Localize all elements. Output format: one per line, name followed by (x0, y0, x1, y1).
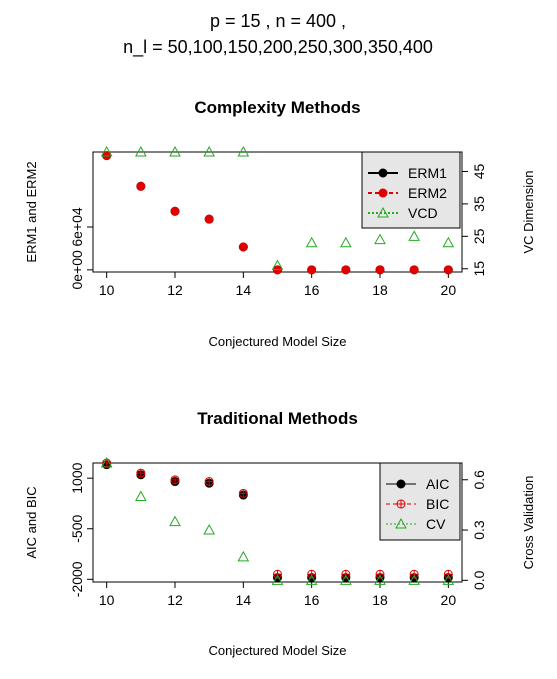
legend-marker-cv (395, 517, 407, 529)
legend-label-vcd: VCD (408, 205, 438, 221)
point-cv-11 (134, 490, 147, 502)
y-right-axis-label: Cross Validation (521, 476, 536, 570)
point-cv-18 (374, 574, 386, 585)
point-vcd-19 (408, 230, 421, 241)
chart-title: Complexity Methods (194, 98, 360, 117)
x-tick-label: 10 (99, 282, 115, 298)
point-cv-20 (442, 574, 455, 585)
point-vcd-17 (339, 236, 352, 248)
point-erm2-16 (307, 265, 317, 275)
y-left-tick-label: 6e+04 (69, 207, 85, 247)
x-tick-label: 16 (304, 592, 320, 608)
complexity-methods-panel: Complexity Methods 10 12 14 16 18 20 Conjecture… (24, 98, 536, 349)
legend-label-cv: CV (426, 516, 446, 532)
x-tick-label: 20 (441, 282, 457, 298)
point-vcd-18 (374, 233, 386, 245)
legend-marker-erm1 (378, 168, 388, 178)
x-tick-label: 12 (167, 282, 183, 298)
point-erm2-12 (170, 206, 180, 216)
point-vcd-14 (237, 145, 250, 157)
y-left-axis-label: ERM1 and ERM2 (24, 161, 39, 262)
legend-label-bic: BIC (426, 496, 449, 512)
legend-label-erm2: ERM2 (408, 185, 447, 201)
point-cv-15 (271, 574, 284, 585)
point-bic-19 (409, 569, 419, 579)
chart-title: Traditional Methods (197, 409, 358, 428)
point-bic-14 (238, 488, 248, 498)
point-bic-13 (204, 477, 214, 487)
y-right-tick-label: 35 (471, 196, 487, 212)
point-cv-14 (237, 550, 250, 562)
point-vcd-15 (271, 259, 284, 271)
point-cv-17 (339, 574, 352, 585)
point-vcd-11 (134, 145, 147, 157)
legend-label-erm1: ERM1 (408, 165, 447, 181)
point-erm2-13 (204, 214, 214, 224)
x-tick-label: 14 (236, 592, 252, 608)
legend-box (379, 462, 461, 541)
point-cv-10 (100, 456, 113, 468)
point-erm2-18 (375, 265, 385, 275)
point-vcd-10 (100, 145, 113, 157)
traditional-methods-panel: Traditional Methods 10 12 14 16 18 20 Conjectur… (24, 409, 536, 658)
legend-marker-aic (396, 479, 406, 489)
header-line2: n_l = 50,100,150,200,250,300,350,400 (123, 37, 433, 58)
legend-box (361, 151, 461, 229)
point-erm2-11 (136, 181, 146, 191)
point-bic-20 (443, 569, 453, 579)
point-bic-11 (136, 468, 146, 478)
point-bic-12 (170, 475, 180, 485)
x-tick-label: 14 (236, 282, 252, 298)
x-tick-label: 18 (372, 282, 388, 298)
point-vcd-20 (442, 236, 455, 248)
point-erm2-20 (443, 265, 453, 275)
point-bic-17 (341, 569, 351, 579)
x-axis-label: Conjectured Model Size (208, 334, 346, 349)
point-erm2-19 (409, 265, 419, 275)
y-left-axis-label: AIC and BIC (24, 486, 39, 558)
y-right-tick-label: 15 (471, 261, 487, 277)
point-bic-18 (375, 569, 385, 579)
y-left-tick-label: 0e+00 (69, 250, 85, 290)
legend-marker-erm2 (378, 188, 388, 198)
legend: AIC BIC CV (379, 462, 461, 541)
point-vcd-13 (203, 145, 216, 157)
legend-marker-vcd (377, 206, 389, 218)
point-bic-16 (307, 569, 317, 579)
y-left-tick-label: -2000 (69, 561, 85, 597)
header-line1: p = 15 , n = 400 , (210, 11, 346, 31)
point-cv-12 (169, 515, 181, 527)
point-bic-15 (273, 569, 282, 579)
y-right-tick-label: 45 (471, 163, 487, 179)
legend: ERM1 ERM2 VCD (361, 151, 461, 229)
x-tick-label: 18 (372, 592, 388, 608)
point-erm2-14 (238, 242, 248, 252)
y-left-tick-label: 1000 (69, 462, 85, 493)
y-right-tick-label: 0.6 (471, 470, 487, 490)
point-cv-19 (408, 574, 421, 585)
x-tick-label: 16 (304, 282, 320, 298)
point-erm2-17 (341, 265, 351, 275)
point-cv-13 (203, 524, 216, 535)
y-left-tick-label: -500 (69, 515, 85, 543)
legend-marker-bic (396, 499, 406, 509)
x-tick-label: 10 (99, 592, 115, 608)
x-tick-label: 20 (441, 592, 457, 608)
y-right-axis-label: VC Dimension (521, 170, 536, 253)
legend-label-aic: AIC (426, 476, 449, 492)
y-right-tick-label: 0.3 (471, 520, 487, 540)
y-right-tick-label: 25 (471, 228, 487, 244)
x-tick-label: 12 (167, 592, 183, 608)
point-cv-16 (305, 574, 318, 585)
point-vcd-16 (305, 236, 318, 248)
point-vcd-12 (169, 145, 181, 157)
y-right-tick-label: 0.0 (471, 570, 487, 590)
x-axis-label: Conjectured Model Size (208, 643, 346, 658)
